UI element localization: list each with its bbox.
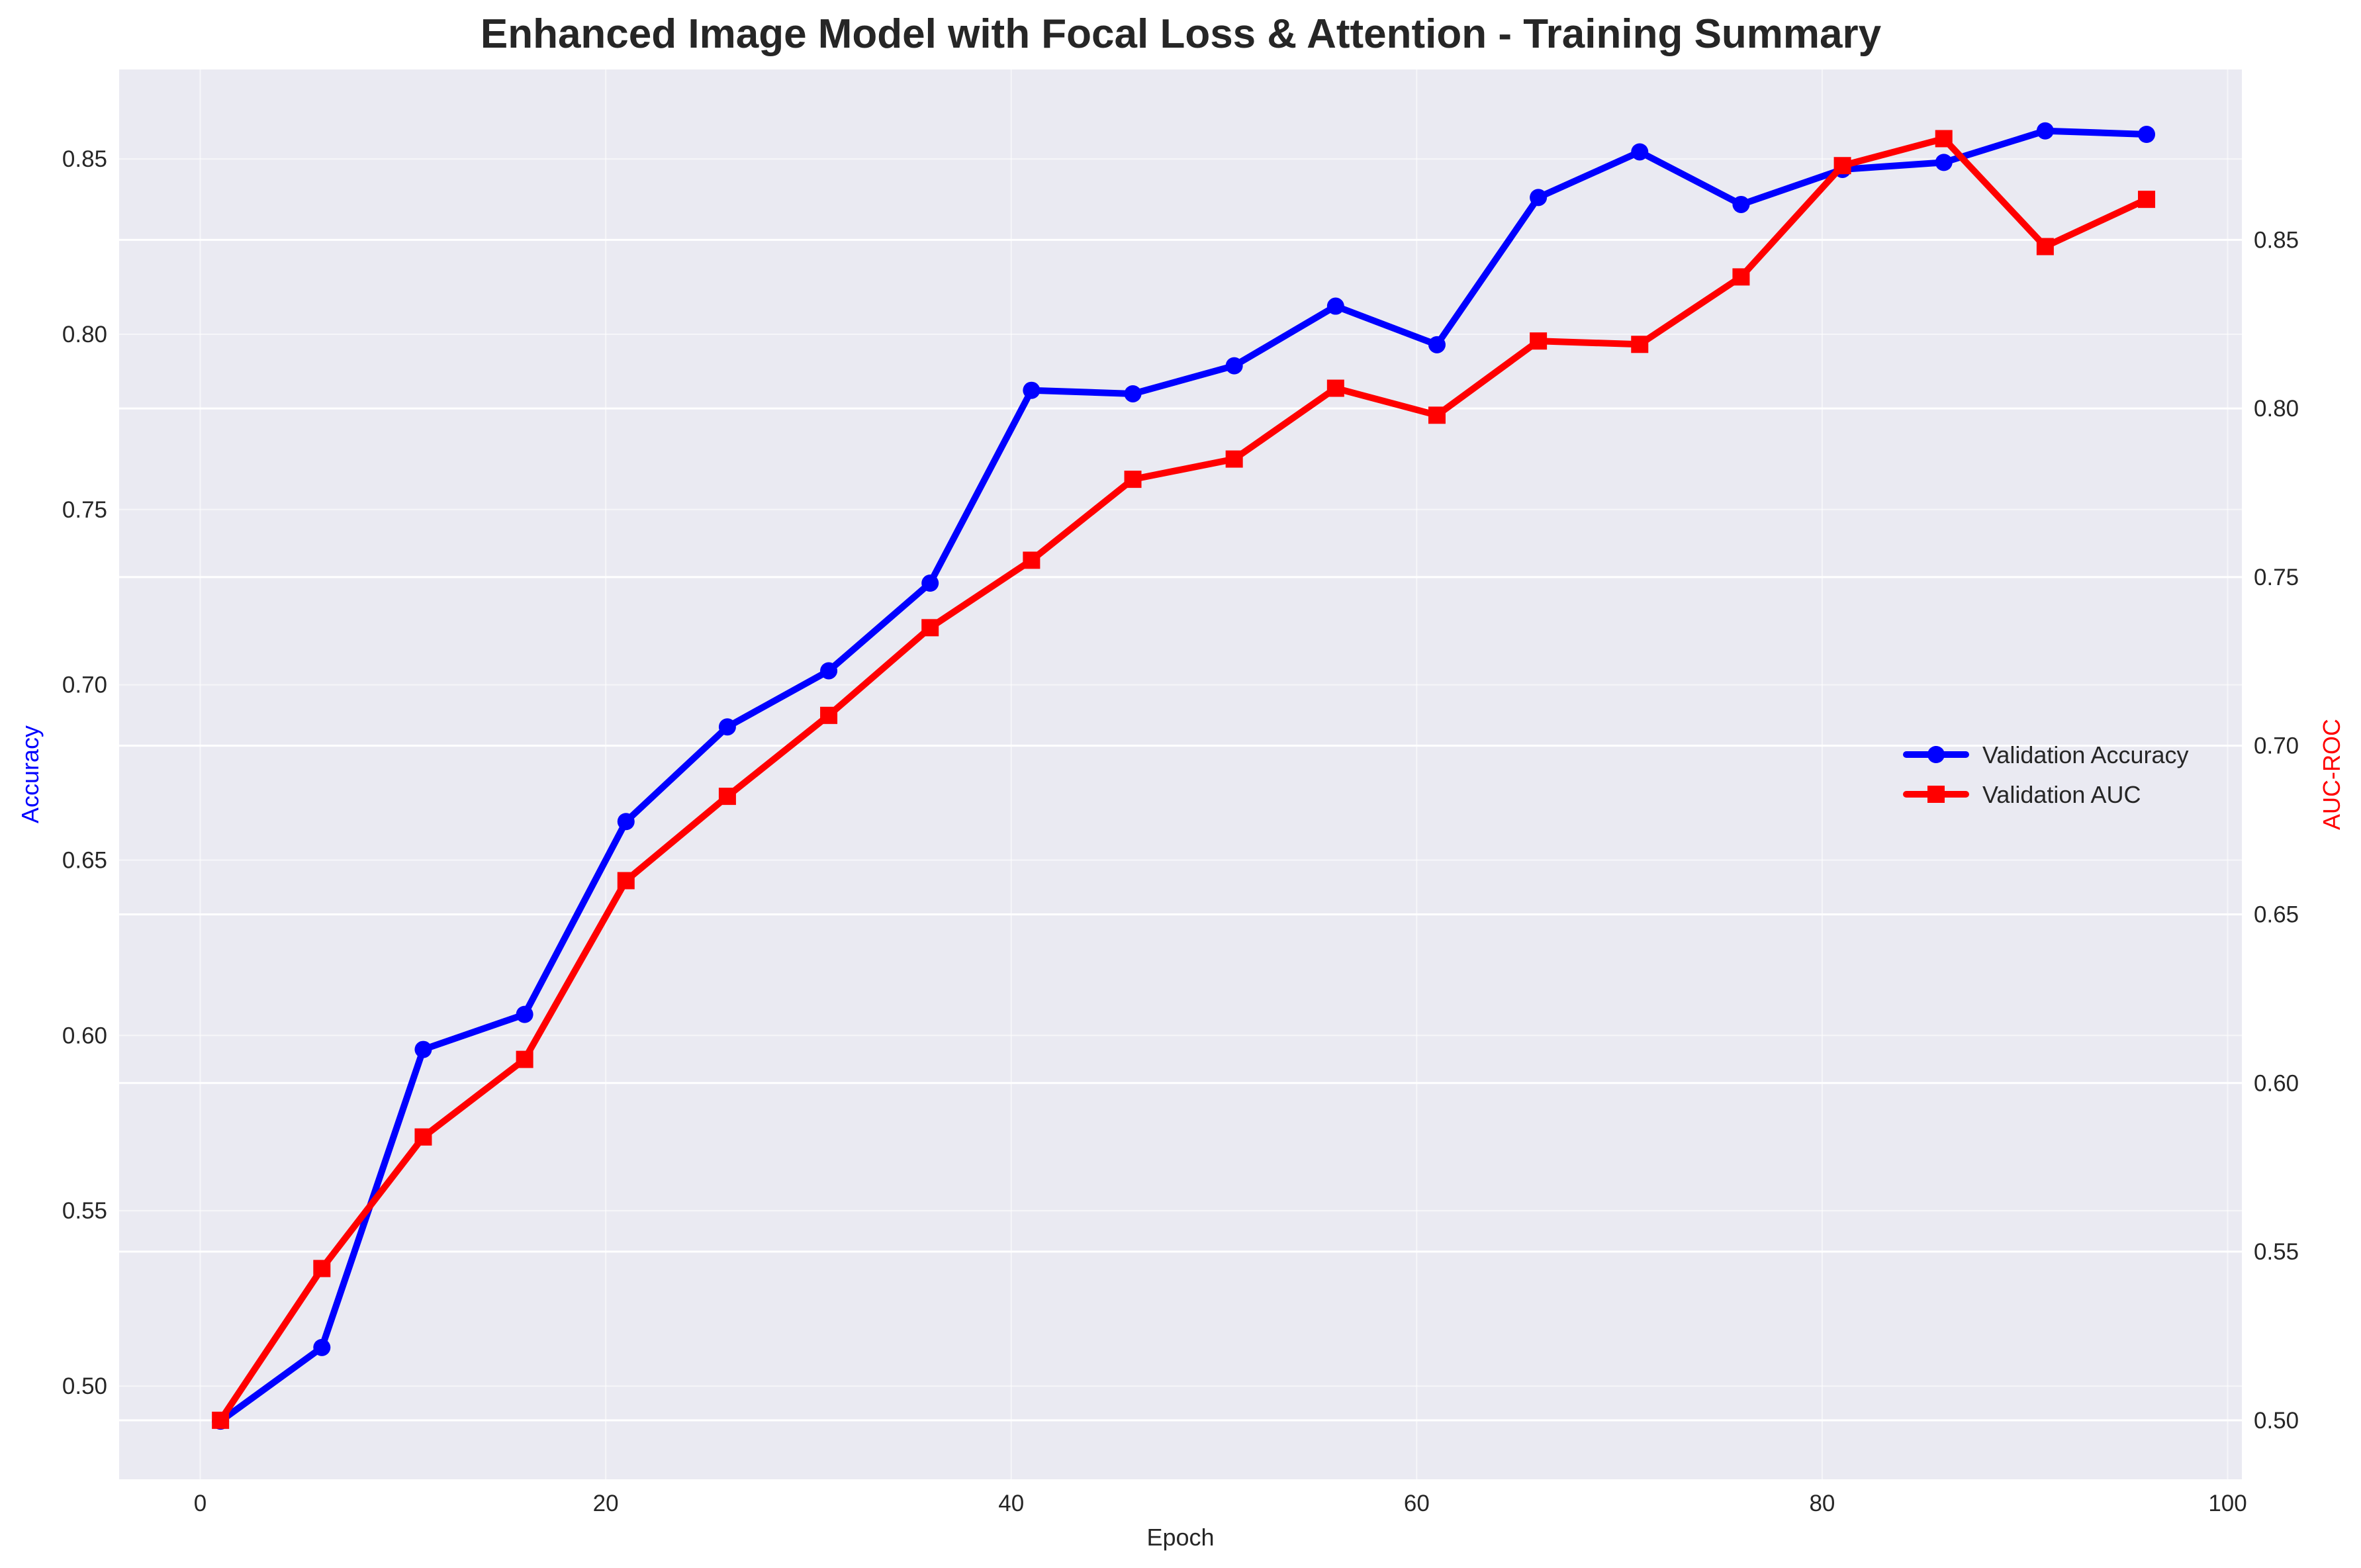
data-point (820, 662, 838, 680)
data-point (1833, 157, 1851, 175)
legend: Validation Accuracy Validation AUC (1903, 741, 2189, 808)
data-point (718, 788, 736, 806)
left-tick-label: 0.80 (62, 322, 107, 347)
legend-item: Validation Accuracy (1903, 741, 2189, 768)
data-point (617, 813, 635, 831)
data-point (820, 706, 838, 724)
left-tick-label: 0.75 (62, 497, 107, 523)
data-point (1732, 195, 1750, 213)
right-axis-ticks: 0.50 0.55 0.60 0.65 0.70 0.75 0.80 0.85 (2254, 227, 2299, 1433)
data-point (2138, 191, 2156, 208)
left-tick-label: 0.85 (62, 146, 107, 172)
right-tick-label: 0.80 (2254, 396, 2299, 422)
data-point (313, 1338, 331, 1356)
data-point (414, 1128, 432, 1146)
data-point (1631, 143, 1649, 161)
x-axis-label: Epoch (1146, 1524, 1214, 1551)
data-point (1631, 336, 1649, 353)
data-point (516, 1005, 533, 1023)
left-tick-label: 0.55 (62, 1198, 107, 1224)
left-tick-label: 0.65 (62, 848, 107, 874)
plot-area (119, 69, 2242, 1479)
data-point (2036, 238, 2054, 255)
right-axis-label: AUC-ROC (2318, 719, 2345, 830)
series-validation-auc (212, 130, 2156, 1429)
right-tick-label: 0.50 (2254, 1408, 2299, 1434)
series-line (217, 135, 2151, 1424)
data-point (617, 872, 635, 890)
data-point (1935, 130, 1953, 148)
legend-label: Validation Accuracy (1982, 741, 2189, 768)
data-point (1732, 268, 1750, 286)
data-point (414, 1040, 432, 1058)
data-point (2138, 125, 2156, 143)
data-point (1225, 450, 1243, 468)
left-tick-label: 0.60 (62, 1023, 107, 1048)
right-tick-label: 0.60 (2254, 1070, 2299, 1096)
data-point (313, 1260, 331, 1277)
data-point (921, 575, 939, 592)
data-point (1428, 406, 1446, 424)
right-tick-label: 0.55 (2254, 1239, 2299, 1265)
x-tick-label: 80 (1809, 1491, 1835, 1516)
data-point (1023, 551, 1041, 569)
right-tick-label: 0.75 (2254, 565, 2299, 590)
data-point (1326, 297, 1344, 315)
x-tick-label: 60 (1404, 1491, 1430, 1516)
data-point (2036, 122, 2054, 140)
x-tick-label: 100 (2208, 1491, 2246, 1516)
legend-marker (1927, 746, 1945, 763)
x-tick-label: 0 (194, 1491, 207, 1516)
data-point (212, 1411, 230, 1429)
series-layer (212, 122, 2156, 1430)
right-tick-label: 0.70 (2254, 733, 2299, 759)
data-point (1124, 385, 1142, 402)
legend-marker (1927, 786, 1945, 803)
data-point (921, 619, 939, 637)
series-line (217, 127, 2151, 1425)
data-point (1124, 471, 1142, 488)
x-tick-label: 40 (998, 1491, 1024, 1516)
data-point (1225, 357, 1243, 375)
legend-label: Validation AUC (1982, 781, 2141, 808)
data-point (1530, 189, 1548, 207)
data-point (1326, 379, 1344, 397)
data-point (1023, 381, 1041, 399)
series-validation-accuracy (212, 122, 2156, 1430)
left-axis-label: Accuracy (17, 725, 44, 823)
data-point (718, 718, 736, 736)
x-axis-ticks: 0 20 40 60 80 100 (194, 1491, 2247, 1516)
left-axis-ticks: 0.50 0.55 0.60 0.65 0.70 0.75 0.80 0.85 (62, 146, 107, 1399)
x-tick-label: 20 (593, 1491, 619, 1516)
left-tick-label: 0.50 (62, 1373, 107, 1399)
legend-item: Validation AUC (1903, 781, 2141, 808)
right-tick-label: 0.65 (2254, 901, 2299, 927)
right-tick-label: 0.85 (2254, 227, 2299, 253)
data-point (1530, 332, 1548, 350)
chart-title: Enhanced Image Model with Focal Loss & A… (481, 11, 1882, 57)
data-point (516, 1050, 533, 1068)
data-point (1428, 336, 1446, 353)
data-point (1935, 154, 1953, 171)
left-tick-label: 0.70 (62, 672, 107, 698)
